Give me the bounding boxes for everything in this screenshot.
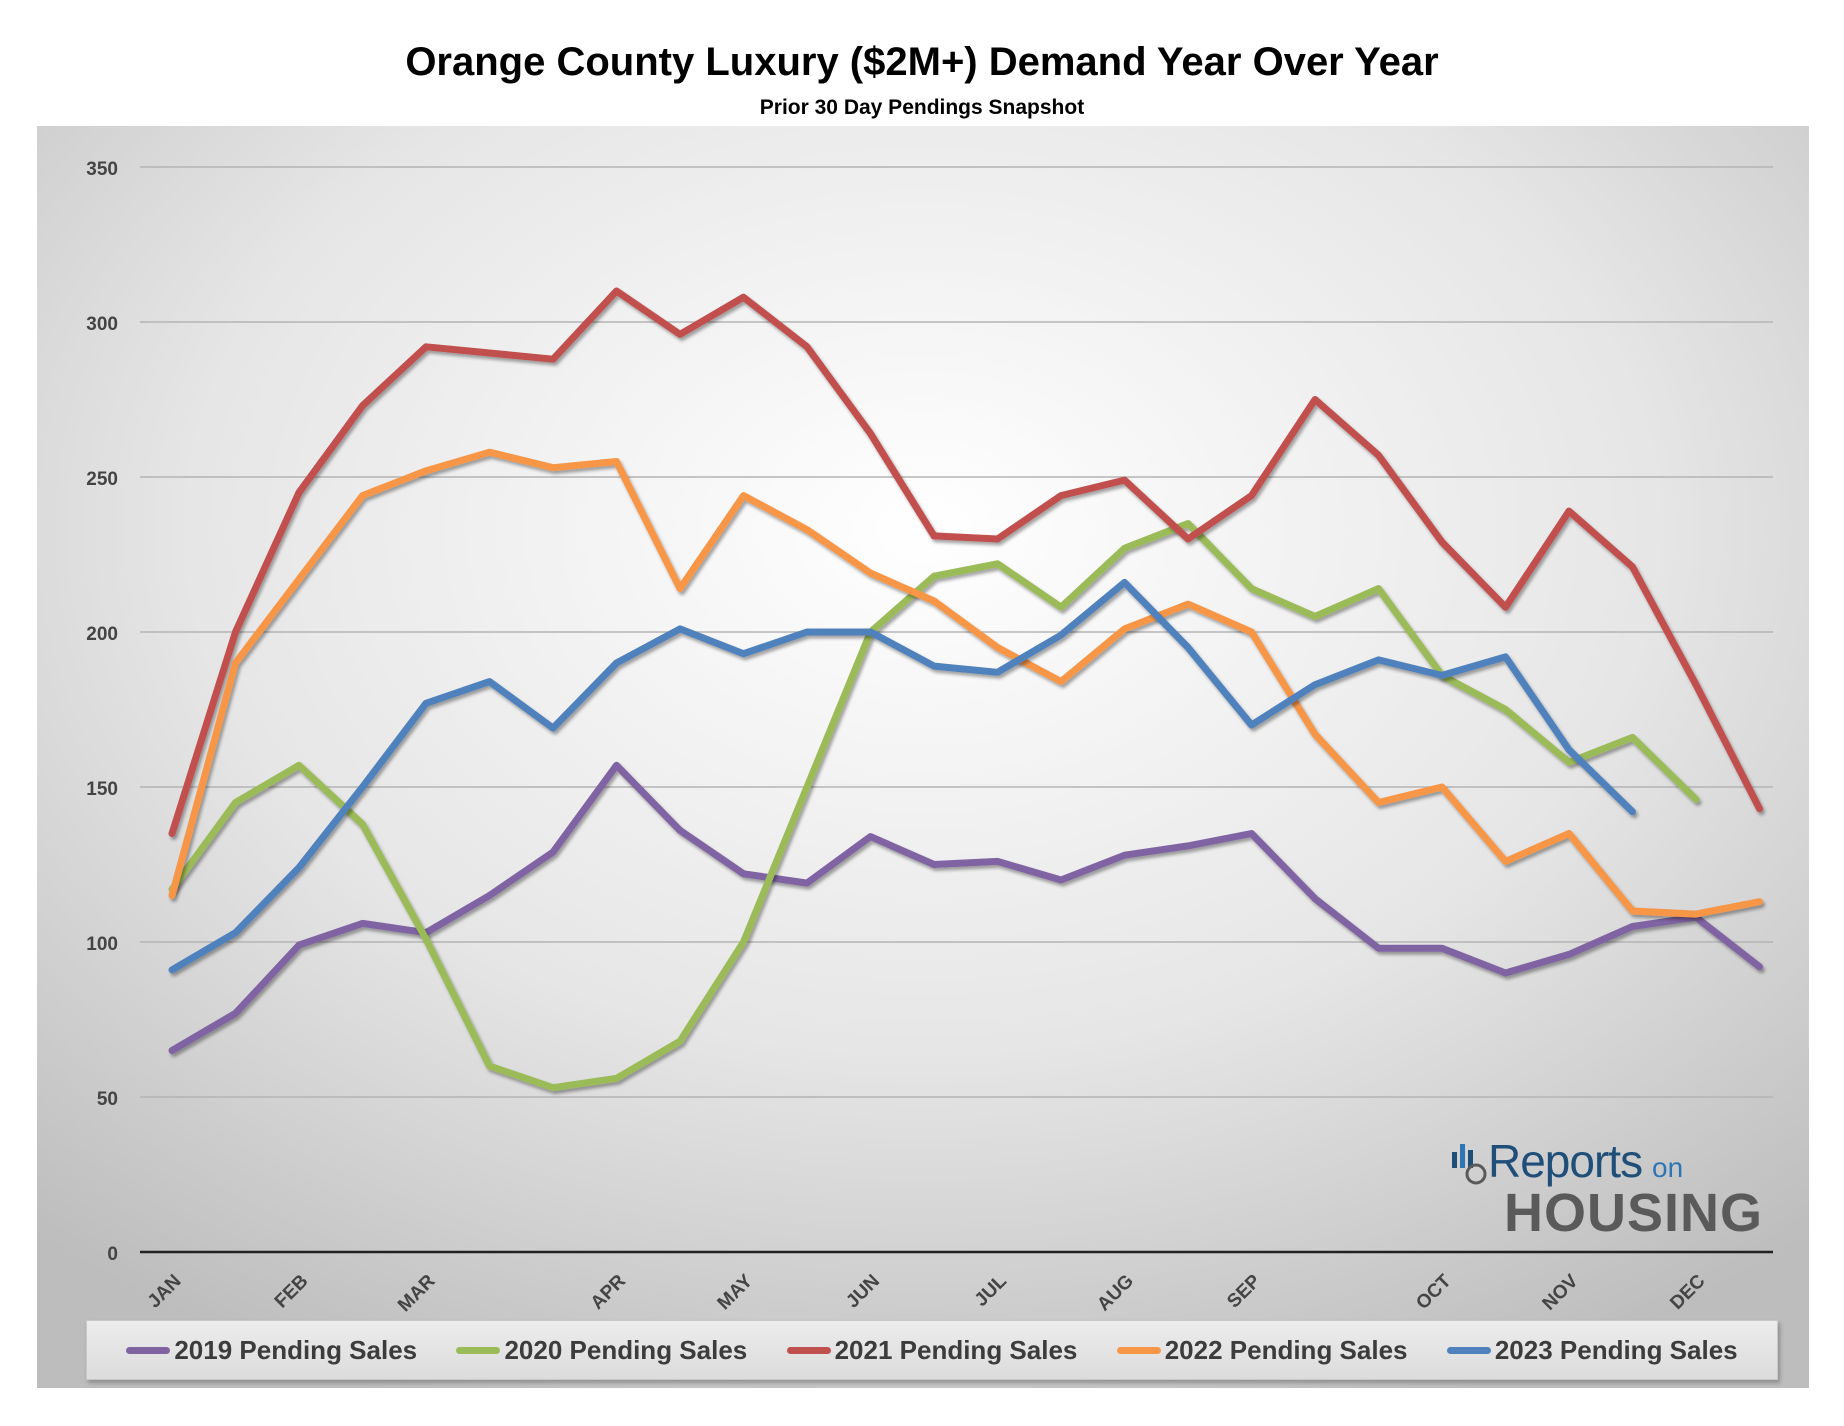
legend-label: 2023 Pending Sales: [1494, 1334, 1738, 1365]
legend-swatch: [1116, 1346, 1161, 1354]
chart-legend: 2019 Pending Sales 2020 Pending Sales 2021…: [86, 1320, 1778, 1380]
chart-subtitle: Prior 30 Day Pendings Snapshot: [759, 96, 1085, 119]
y-tick-label: 250: [86, 469, 118, 490]
logo-on-text: on: [1652, 1152, 1684, 1183]
y-tick-label: 150: [86, 779, 118, 800]
series-line-4: [168, 578, 1636, 974]
series-line-3: [168, 448, 1763, 918]
legend-swatch: [126, 1346, 171, 1354]
legend-item: 2021 Pending Sales: [786, 1334, 1078, 1366]
y-tick-label: 300: [86, 314, 118, 335]
legend-swatch: [786, 1346, 831, 1354]
plot-background: [37, 126, 1809, 1388]
y-tick-label: 50: [97, 1089, 118, 1110]
legend-label: 2019 Pending Sales: [174, 1334, 418, 1365]
series-line-2: [168, 287, 1763, 837]
series-line-0: [168, 761, 1763, 1054]
legend-swatch: [1446, 1346, 1491, 1354]
logo-housing-text: HOUSING: [1504, 1183, 1764, 1243]
chart-title: Orange County Luxury ($2M+) Demand Year …: [405, 40, 1439, 84]
legend-label: 2020 Pending Sales: [504, 1334, 748, 1365]
legend-swatch: [456, 1346, 501, 1354]
logo-bars-icon: [1452, 1144, 1487, 1185]
y-tick-label: 0: [107, 1244, 118, 1265]
y-tick-label: 350: [86, 159, 118, 180]
y-tick-label: 100: [86, 934, 118, 955]
legend-label: 2021 Pending Sales: [834, 1334, 1078, 1365]
legend-item: 2022 Pending Sales: [1116, 1334, 1408, 1366]
legend-label: 2022 Pending Sales: [1164, 1334, 1408, 1365]
legend-item: 2023 Pending Sales: [1446, 1334, 1738, 1366]
reports-on-housing-logo: Reports on HOUSING: [1450, 1132, 1762, 1243]
legend-item: 2019 Pending Sales: [126, 1335, 417, 1366]
y-tick-label: 200: [86, 624, 118, 645]
legend-item: 2020 Pending Sales: [456, 1335, 747, 1366]
logo-reports-text: Reports: [1488, 1135, 1643, 1187]
